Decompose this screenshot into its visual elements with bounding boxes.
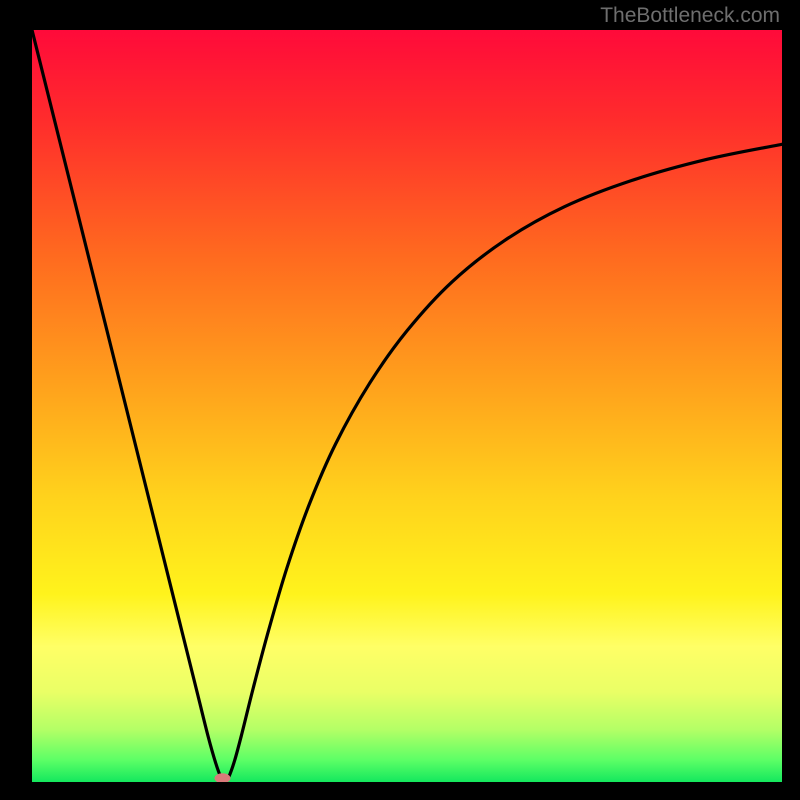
watermark-text: TheBottleneck.com <box>600 4 780 28</box>
chart-plot-area <box>32 30 782 782</box>
chart-background <box>32 30 782 782</box>
chart-svg <box>32 30 782 782</box>
